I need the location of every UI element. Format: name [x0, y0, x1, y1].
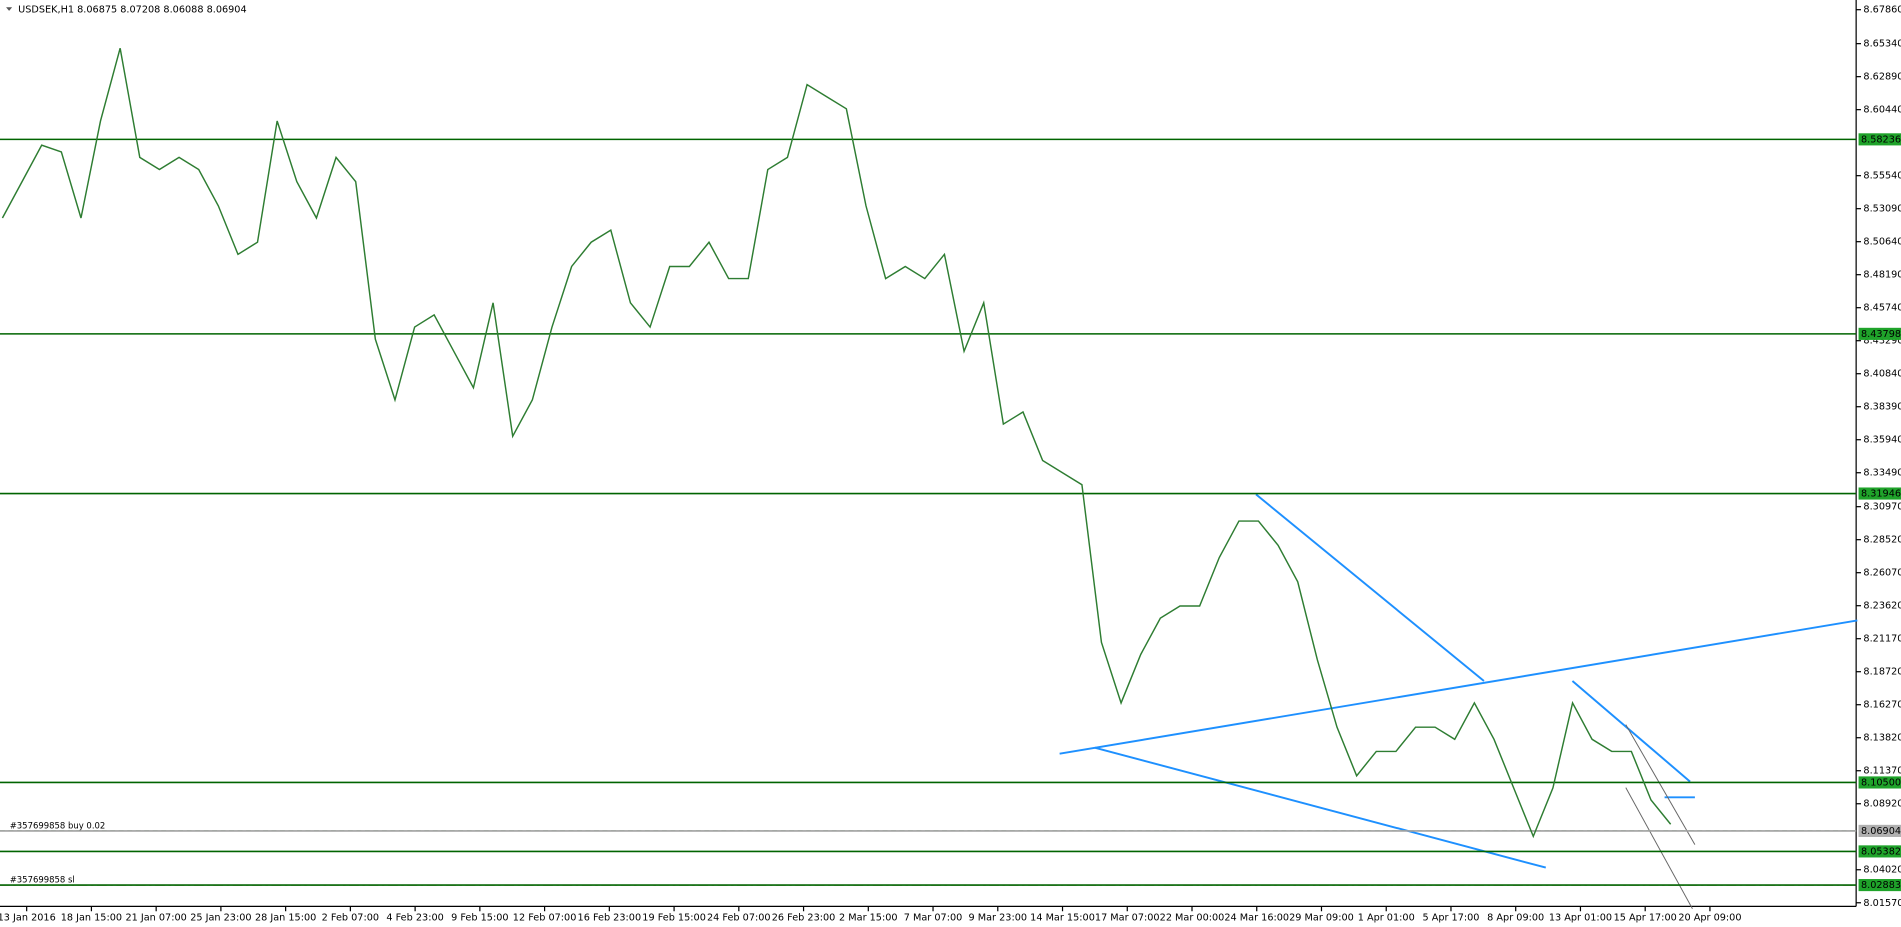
y-tick-label: 8.11370: [1863, 766, 1901, 777]
y-tick-label: 8.18720: [1863, 667, 1901, 678]
x-tick-label: 7 Mar 07:00: [904, 912, 963, 923]
channel-line: [1625, 724, 1696, 845]
x-tick-label: 18 Jan 15:00: [61, 912, 122, 923]
trendlines: [1059, 493, 1858, 869]
x-tick-label: 22 Mar 00:00: [1160, 912, 1225, 923]
x-tick-label: 12 Feb 07:00: [513, 912, 577, 923]
x-tick-label: 16 Feb 23:00: [578, 912, 642, 923]
trendline: [1255, 493, 1485, 682]
x-tick-label: 25 Jan 23:00: [190, 912, 251, 923]
x-tick-label: 19 Feb 15:00: [642, 912, 706, 923]
y-tick-label: 8.53090: [1863, 204, 1901, 215]
x-tick-label: 29 Mar 09:00: [1289, 912, 1354, 923]
level-label: 8.06904: [1861, 826, 1901, 837]
y-tick-label: 8.28520: [1863, 535, 1901, 546]
level-label-box: [1858, 824, 1901, 837]
x-tick-label: 28 Jan 15:00: [255, 912, 316, 923]
x-tick-label: 21 Jan 07:00: [125, 912, 186, 923]
x-tick-label: 4 Feb 23:00: [386, 912, 443, 923]
y-tick-label: 8.35940: [1863, 435, 1901, 446]
menu-arrow[interactable]: [6, 7, 13, 11]
y-tick-label: 8.01570: [1863, 898, 1901, 909]
level-label-box: [1858, 133, 1901, 146]
y-tick-label: 8.40840: [1863, 369, 1901, 380]
y-tick-label: 8.45740: [1863, 303, 1901, 314]
level-label-box: [1858, 776, 1901, 789]
trendline: [1059, 619, 1858, 755]
y-tick-label: 8.23620: [1863, 601, 1901, 612]
x-tick-label: 2 Mar 15:00: [839, 912, 898, 923]
y-tick-label: 8.08920: [1863, 799, 1901, 810]
x-tick-label: 14 Mar 15:00: [1030, 912, 1095, 923]
level-label: 8.43798: [1861, 329, 1901, 340]
y-tick-label: 8.55540: [1863, 171, 1901, 182]
y-tick-label: 8.30970: [1863, 502, 1901, 513]
y-tick-label: 8.50640: [1863, 237, 1901, 248]
y-tick-label: 8.21170: [1863, 634, 1901, 645]
y-tick-label: 8.13820: [1863, 733, 1901, 744]
level-label: 8.58236: [1861, 134, 1901, 145]
level-label: 8.31946: [1861, 489, 1901, 500]
price-line: [1, 48, 1672, 839]
y-tick-label: 8.26070: [1863, 568, 1901, 579]
level-label: 8.02883: [1861, 880, 1901, 891]
x-tick-label: 5 Apr 17:00: [1422, 912, 1479, 923]
x-tick-label: 9 Feb 15:00: [451, 912, 508, 923]
level-label-box: [1858, 487, 1901, 500]
y-tick-label: 8.04020: [1863, 865, 1901, 876]
level-label-box: [1858, 845, 1901, 858]
y-tick-label: 8.33490: [1863, 468, 1901, 479]
level-label-box: [1858, 327, 1901, 340]
y-tick-label: 8.43290: [1863, 336, 1901, 347]
x-tick-label: 24 Mar 16:00: [1224, 912, 1289, 923]
y-tick-label: 8.67860: [1863, 5, 1901, 16]
x-tick-label: 2 Feb 07:00: [322, 912, 379, 923]
y-tick-label: 8.48190: [1863, 270, 1901, 281]
trendline: [1571, 680, 1691, 783]
channel-lines: [1625, 724, 1696, 910]
x-tick-label: 20 Apr 09:00: [1678, 912, 1741, 923]
x-tick-label: 17 Mar 07:00: [1095, 912, 1160, 923]
channel-line: [1625, 787, 1693, 910]
level-label: 8.05382: [1861, 846, 1901, 857]
order-label: #357699858 buy 0.02: [10, 821, 106, 831]
x-tick-label: 9 Mar 23:00: [969, 912, 1028, 923]
trendline: [1094, 746, 1547, 869]
x-tick-label: 15 Apr 17:00: [1614, 912, 1677, 923]
x-tick-label: 26 Feb 23:00: [772, 912, 836, 923]
x-tick-label: 24 Feb 07:00: [707, 912, 771, 923]
level-label: 8.10500: [1861, 777, 1901, 788]
x-tick-label: 8 Apr 09:00: [1487, 912, 1544, 923]
chart-title: USDSEK,H1 8.06875 8.07208 8.06088 8.0690…: [18, 5, 246, 16]
x-tick-label: 13 Apr 01:00: [1549, 912, 1612, 923]
y-tick-label: 8.62890: [1863, 72, 1901, 83]
y-tick-label: 8.16270: [1863, 700, 1901, 711]
level-label-box: [1858, 879, 1901, 892]
order-label: #357699858 sl: [10, 875, 75, 885]
y-tick-label: 8.60440: [1863, 105, 1901, 116]
y-tick-label: 8.65340: [1863, 39, 1901, 50]
y-tick-label: 8.38390: [1863, 402, 1901, 413]
x-tick-label: 13 Jan 2016: [0, 912, 56, 923]
x-tick-label: 1 Apr 01:00: [1358, 912, 1415, 923]
